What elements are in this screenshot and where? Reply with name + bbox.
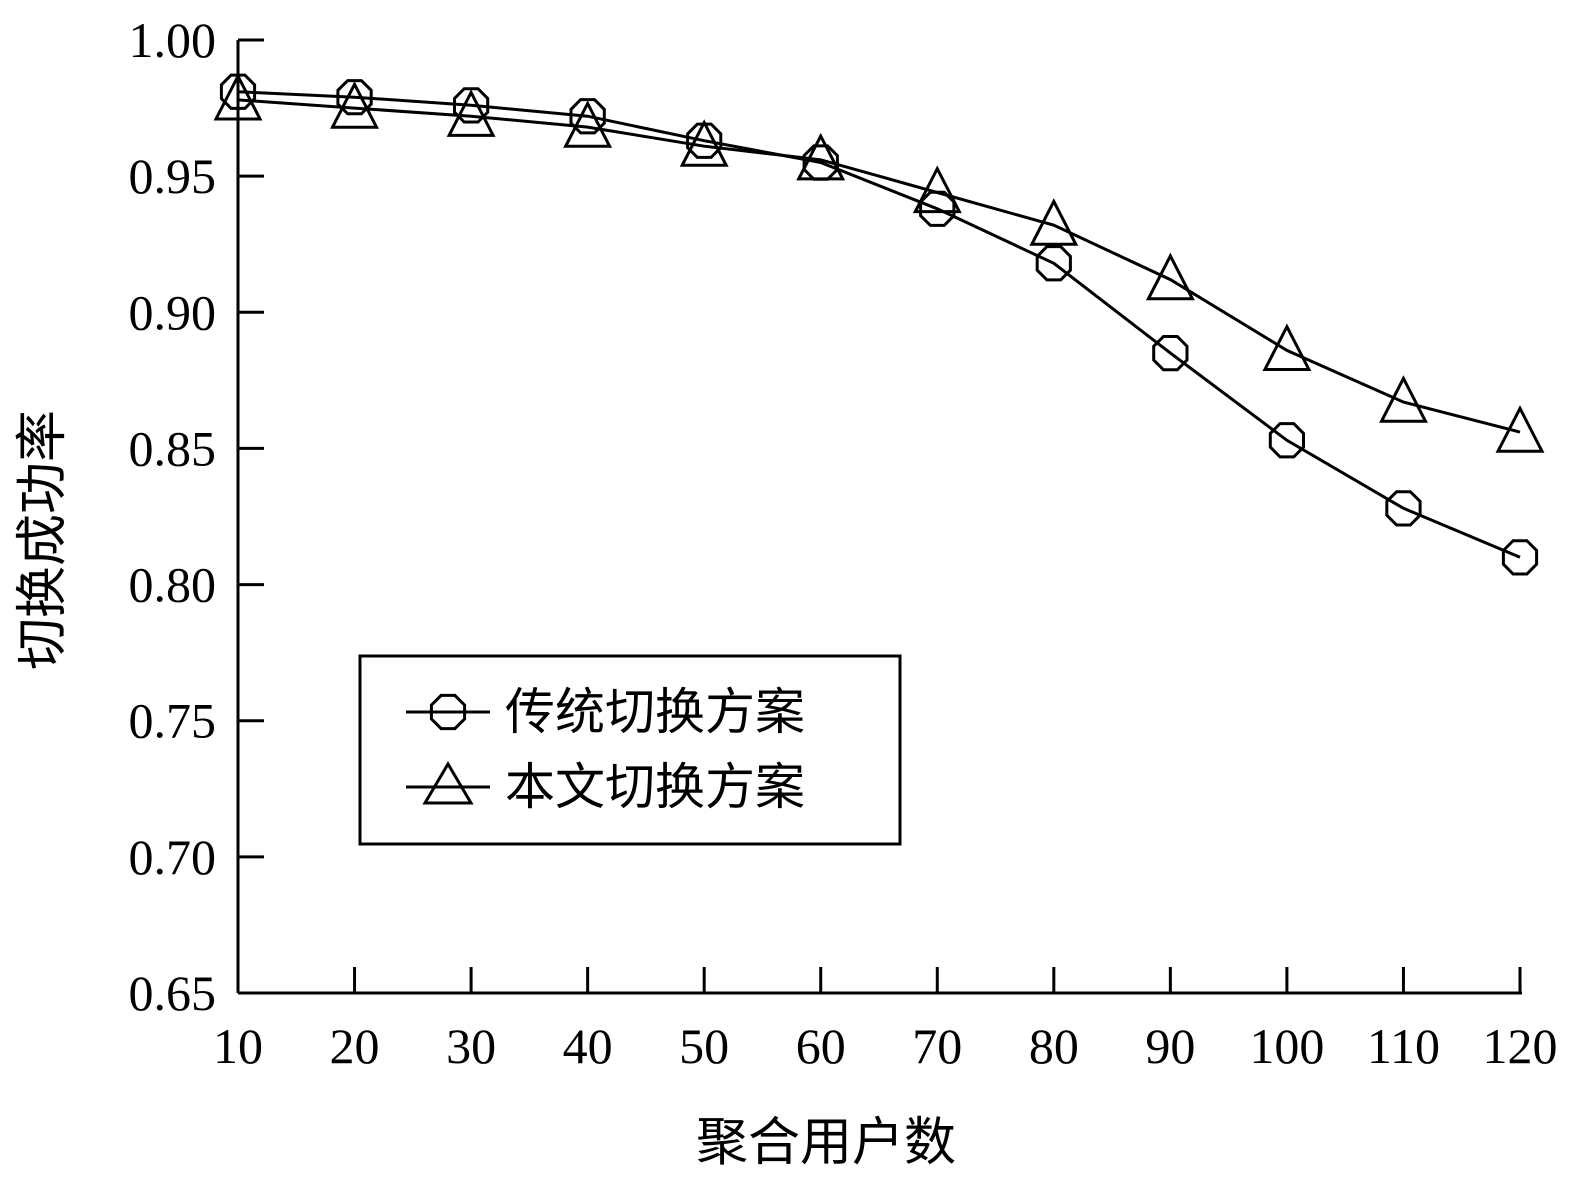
series-line-0	[237, 90, 1521, 559]
legend-box	[358, 654, 902, 846]
series-layer	[213, 72, 1545, 576]
data-point-triangle	[1145, 252, 1195, 301]
data-point-triangle	[679, 119, 729, 167]
x-tick-label: 20	[330, 1018, 380, 1074]
data-point-circle	[1501, 539, 1539, 576]
data-point-triangle	[213, 72, 263, 121]
x-tick-label: 80	[1029, 1018, 1079, 1074]
x-tick-label: 120	[1483, 1018, 1558, 1074]
legend-marker-triangle-icon	[422, 761, 474, 805]
legend-label-1: 本文切换方案	[505, 758, 805, 816]
y-axis-title: 切换成功率	[13, 410, 73, 670]
y-tick-label: 0.80	[129, 557, 217, 613]
data-point-circle	[336, 79, 373, 116]
y-tick-label: 0.75	[129, 693, 217, 749]
x-tick-label: 110	[1367, 1018, 1440, 1074]
legend: 传统切换方案 本文切换方案	[358, 654, 902, 846]
y-tick-label: 0.70	[129, 829, 217, 885]
y-tick-label: 0.65	[129, 965, 217, 1021]
data-point-circle	[1035, 245, 1072, 282]
y-tick-label: 0.95	[129, 148, 217, 204]
y-tick-label: 0.90	[129, 284, 217, 340]
x-tick-label: 50	[679, 1018, 729, 1074]
legend-item-0: 传统切换方案	[406, 683, 805, 741]
data-point-circle	[1385, 490, 1422, 527]
x-tick-label: 40	[563, 1018, 613, 1074]
data-point-triangle	[1029, 198, 1079, 246]
series-1	[213, 72, 1545, 453]
y-tick-label: 1.00	[129, 12, 217, 68]
data-point-triangle	[563, 100, 613, 148]
data-point-circle	[686, 122, 723, 159]
x-tick-label: 100	[1249, 1018, 1324, 1074]
legend-marker-circle-icon	[429, 693, 467, 731]
data-point-triangle	[1262, 323, 1312, 371]
x-tick-label: 60	[796, 1018, 846, 1074]
x-tick-label: 90	[1145, 1018, 1195, 1074]
series-line-1	[237, 98, 1521, 434]
data-point-triangle	[446, 89, 496, 137]
x-tick-label: 30	[446, 1018, 496, 1074]
y-ticks: 0.65 0.70 0.75 0.80 0.85 0.90 0.95 1.00	[129, 12, 264, 1021]
data-point-triangle	[796, 132, 846, 181]
y-tick-label: 0.85	[129, 420, 217, 476]
data-point-triangle	[1495, 405, 1545, 453]
x-tick-label: 10	[213, 1018, 263, 1074]
data-point-triangle	[330, 81, 379, 129]
data-point-circle	[453, 87, 490, 124]
data-point-triangle	[1379, 375, 1428, 423]
data-point-circle	[219, 73, 257, 110]
data-point-triangle	[912, 165, 962, 214]
legend-item-1: 本文切换方案	[406, 758, 805, 816]
data-point-circle	[569, 98, 606, 135]
axes	[236, 40, 1522, 995]
x-ticks: 10 20 30 40 50 60 70 80 90 100 110 120	[213, 967, 1558, 1074]
x-axis-title: 聚合用户数	[696, 1113, 956, 1173]
series-0	[219, 73, 1539, 576]
legend-label-0: 传统切换方案	[505, 683, 805, 741]
data-point-circle	[1268, 422, 1305, 459]
data-point-circle	[1152, 335, 1189, 372]
x-tick-label: 70	[912, 1018, 962, 1074]
